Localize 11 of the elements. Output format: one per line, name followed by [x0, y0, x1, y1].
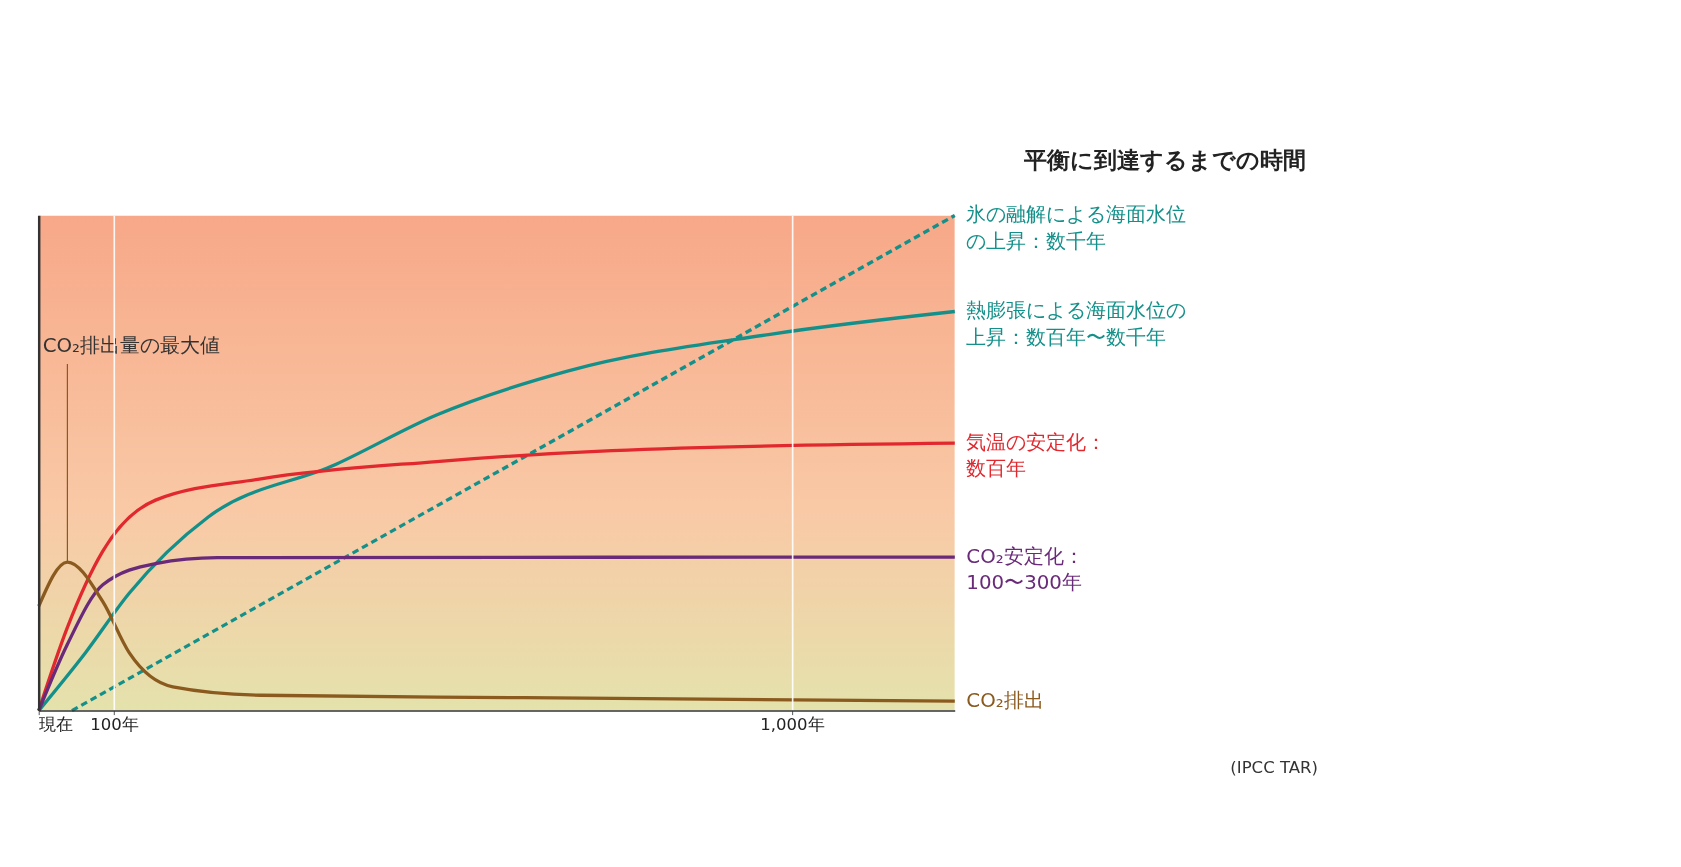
x-tick-label: 1,000年 [760, 714, 825, 734]
series-label: 気温の安定化：数百年 [966, 430, 1107, 481]
text: (IPCC TAR) [1230, 758, 1318, 778]
series-label: CO₂安定化：100〜300年 [966, 544, 1084, 595]
x-tick-label: 100年 [90, 714, 139, 734]
text: 平衡に到達するまでの時間 [1022, 146, 1306, 173]
annotation: CO₂排出量の最大値 [42, 333, 220, 357]
x-tick-label: 現在 [39, 714, 74, 734]
series-label: 熱膨張による海面水位の上昇：数百年〜数千年 [966, 299, 1187, 349]
series-label: CO₂排出 [966, 688, 1044, 712]
series-label: 氷の融解による海面水位の上昇：数千年 [966, 203, 1187, 253]
